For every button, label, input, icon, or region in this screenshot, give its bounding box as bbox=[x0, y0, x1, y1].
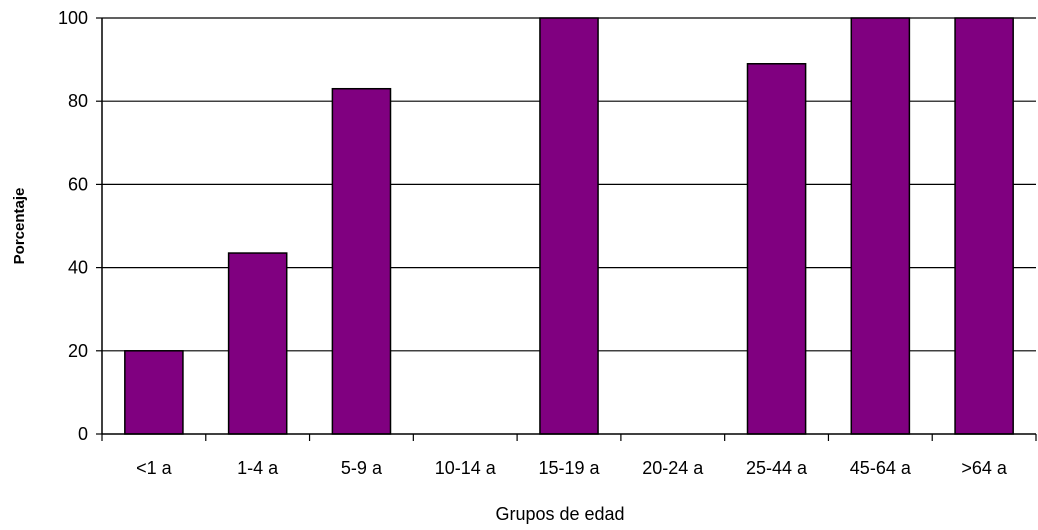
y-tick-label: 0 bbox=[78, 424, 88, 444]
bar-3 bbox=[331, 87, 392, 435]
x-tick-label: <1 a bbox=[136, 458, 173, 478]
bar-2 bbox=[227, 252, 288, 435]
bar-9 bbox=[954, 17, 1014, 435]
x-tick-labels: <1 a 1-4 a 5-9 a 10-14 a 15-19 a 20-24 a 25-44… bbox=[136, 458, 1008, 478]
bar-8 bbox=[850, 17, 911, 435]
bar-5 bbox=[539, 17, 599, 435]
x-tick-label: 10-14 a bbox=[435, 458, 497, 478]
bars bbox=[124, 17, 1014, 435]
x-tick-label: 15-19 a bbox=[538, 458, 600, 478]
x-tick-label: 20-24 a bbox=[642, 458, 704, 478]
bar-7 bbox=[746, 63, 807, 435]
x-tick-label: 5-9 a bbox=[341, 458, 383, 478]
y-tick-label: 20 bbox=[68, 341, 88, 361]
y-tick-label: 60 bbox=[68, 174, 88, 194]
x-tick-label: 45-64 a bbox=[850, 458, 912, 478]
y-tick-label: 80 bbox=[68, 91, 88, 111]
y-axis-title: Porcentaje bbox=[11, 188, 28, 265]
y-tick-label: 100 bbox=[58, 8, 88, 28]
axes bbox=[96, 17, 1037, 441]
x-tick-label: 25-44 a bbox=[746, 458, 808, 478]
x-tick-label: 1-4 a bbox=[237, 458, 279, 478]
y-tick-label: 40 bbox=[68, 258, 88, 278]
y-tick-labels: 0 20 40 60 80 100 bbox=[58, 8, 88, 444]
x-tick-label: >64 a bbox=[961, 458, 1008, 478]
bar-1 bbox=[124, 350, 184, 435]
x-axis-title: Grupos de edad bbox=[495, 504, 624, 524]
